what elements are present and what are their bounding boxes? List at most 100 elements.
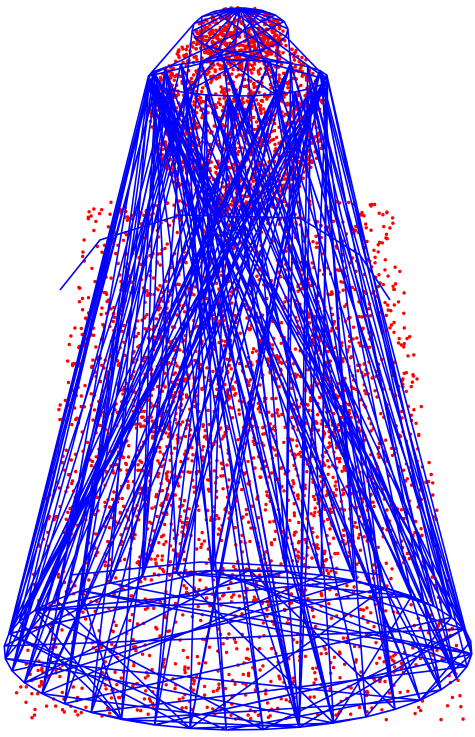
point [401,377,405,381]
point [415,377,419,381]
point [201,424,205,428]
point [158,445,162,450]
point [154,625,158,630]
point [402,291,406,295]
point [216,532,220,536]
point [413,711,417,716]
point [251,41,255,45]
point [337,460,342,464]
point [251,347,256,351]
point [373,261,377,265]
point [261,107,266,111]
point [76,713,80,717]
point [369,204,373,208]
point [294,48,298,53]
point [73,326,77,330]
point [252,81,256,86]
point [384,313,389,318]
point [281,51,285,55]
point [150,506,154,510]
point [119,676,124,680]
point [151,430,155,434]
point [202,693,207,697]
point [98,423,102,428]
point [308,695,312,699]
point [71,685,76,689]
point [146,606,150,610]
point [108,711,112,715]
point [314,245,319,249]
point [283,300,287,304]
point [390,567,394,571]
point [173,493,178,497]
point [247,657,251,661]
point [252,85,256,90]
point [270,30,275,34]
point [341,288,345,292]
point [103,660,108,664]
point [277,76,281,81]
point [82,238,86,242]
point [101,671,105,675]
point [30,716,34,720]
point [130,613,134,617]
point [209,160,213,164]
point [273,529,278,534]
point [180,45,184,49]
point [189,76,194,81]
point [158,566,162,570]
point [249,526,253,530]
point [380,241,384,245]
point [245,99,249,103]
point [312,514,316,518]
point [386,308,390,312]
point [159,535,164,539]
point [148,699,153,703]
point [393,265,397,269]
point [158,634,162,638]
point [388,326,392,330]
point [212,469,217,473]
point [83,383,87,388]
point [127,444,131,448]
point [100,250,104,254]
point [181,613,185,617]
point [205,705,209,709]
point [336,551,340,556]
point [190,446,194,450]
point [414,421,418,425]
point [265,490,269,494]
point [390,453,395,458]
point [296,289,300,293]
point [199,101,203,105]
point [237,594,242,598]
point [209,50,213,55]
point [74,417,78,422]
point [259,475,263,479]
point [218,102,223,107]
point [231,67,235,72]
point [125,215,130,219]
point [158,284,162,288]
point [295,444,299,448]
point [274,396,278,401]
point [33,707,37,712]
point [121,392,125,396]
point [323,647,327,651]
point [396,341,401,345]
point [356,536,361,540]
point [136,559,141,564]
point [186,666,190,670]
point [458,694,462,698]
point [265,701,270,705]
point [175,364,179,368]
point [251,439,255,443]
point [311,666,315,671]
point [58,674,62,679]
point [326,445,330,450]
point [230,406,234,410]
point [277,414,281,418]
point [94,455,98,459]
point [183,670,187,675]
point [107,505,112,509]
